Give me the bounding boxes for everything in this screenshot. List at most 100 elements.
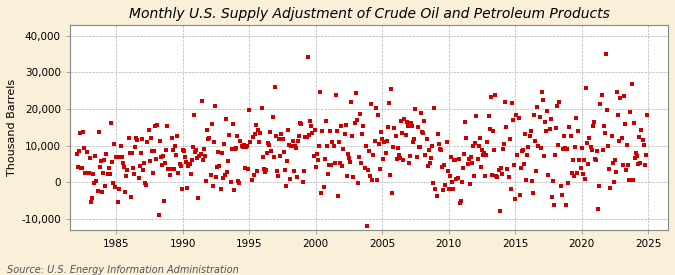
Point (115, 144, 126, 148)
Point (540, 120, 551, 124)
Point (464, 182, 475, 186)
Point (89, 181, 100, 186)
Point (243, 167, 254, 171)
Point (593, 207, 603, 211)
Point (419, 119, 430, 123)
Point (256, 106, 267, 110)
Point (554, 100, 565, 104)
Point (255, 131, 266, 135)
Point (501, 125, 512, 130)
Point (562, 147, 572, 151)
Point (605, 186, 616, 190)
Point (458, 166, 468, 170)
Point (157, 154, 168, 158)
Point (103, 166, 114, 170)
Point (259, 170, 270, 174)
Point (594, 184, 605, 189)
Point (545, 117, 556, 121)
Point (113, 187, 124, 191)
Point (378, 157, 389, 161)
Point (281, 158, 292, 163)
Point (561, 203, 572, 207)
Point (451, 177, 462, 182)
Point (449, 158, 460, 163)
Point (224, 133, 235, 138)
Point (105, 172, 115, 176)
Point (352, 181, 363, 185)
Point (578, 158, 589, 163)
Point (367, 178, 378, 182)
Point (396, 119, 406, 123)
Point (138, 167, 148, 172)
Point (142, 140, 153, 144)
Point (209, 140, 219, 144)
Point (350, 91, 361, 95)
Point (597, 147, 608, 152)
Point (98, 171, 109, 175)
Point (294, 134, 304, 138)
Point (337, 164, 348, 168)
Point (236, 144, 247, 148)
Point (641, 153, 651, 157)
Point (625, 110, 636, 115)
Point (418, 131, 429, 135)
Point (328, 144, 339, 148)
Point (570, 145, 580, 150)
Point (573, 129, 584, 133)
Point (356, 161, 367, 165)
Point (74, 131, 85, 135)
Point (636, 128, 647, 133)
Point (318, 185, 329, 189)
Point (383, 125, 394, 129)
Point (292, 174, 302, 179)
Point (596, 93, 607, 98)
Point (192, 155, 202, 160)
Point (182, 186, 192, 190)
Point (549, 203, 560, 207)
Point (565, 134, 576, 138)
Point (571, 116, 582, 121)
Point (624, 178, 634, 182)
Point (132, 138, 143, 142)
Point (398, 158, 408, 162)
Point (489, 147, 500, 152)
Point (435, 147, 446, 152)
Point (407, 124, 418, 128)
Point (475, 164, 486, 169)
Point (92, 189, 103, 194)
Point (161, 148, 171, 153)
Point (360, 144, 371, 149)
Point (442, 169, 453, 174)
Point (381, 139, 392, 143)
Point (191, 148, 202, 153)
Point (240, 166, 250, 171)
Point (345, 160, 356, 164)
Point (416, 111, 427, 115)
Point (215, 187, 226, 192)
Point (583, 162, 594, 166)
Point (72, 164, 83, 169)
Point (250, 132, 261, 136)
Point (120, 189, 131, 194)
Point (148, 149, 159, 153)
Point (637, 138, 648, 142)
Point (477, 148, 487, 152)
Point (134, 164, 145, 169)
Point (547, 179, 558, 183)
Point (482, 140, 493, 144)
Point (589, 120, 599, 124)
Point (580, 86, 591, 91)
Point (347, 134, 358, 138)
Point (124, 151, 135, 155)
Point (86, 196, 97, 200)
Point (194, 154, 205, 159)
Point (460, 120, 470, 124)
Point (525, 129, 536, 133)
Point (528, 190, 539, 195)
Point (506, 100, 517, 105)
Point (105, 121, 116, 126)
Point (163, 167, 174, 171)
Point (185, 172, 196, 176)
Point (438, 188, 449, 192)
Point (493, 168, 504, 172)
